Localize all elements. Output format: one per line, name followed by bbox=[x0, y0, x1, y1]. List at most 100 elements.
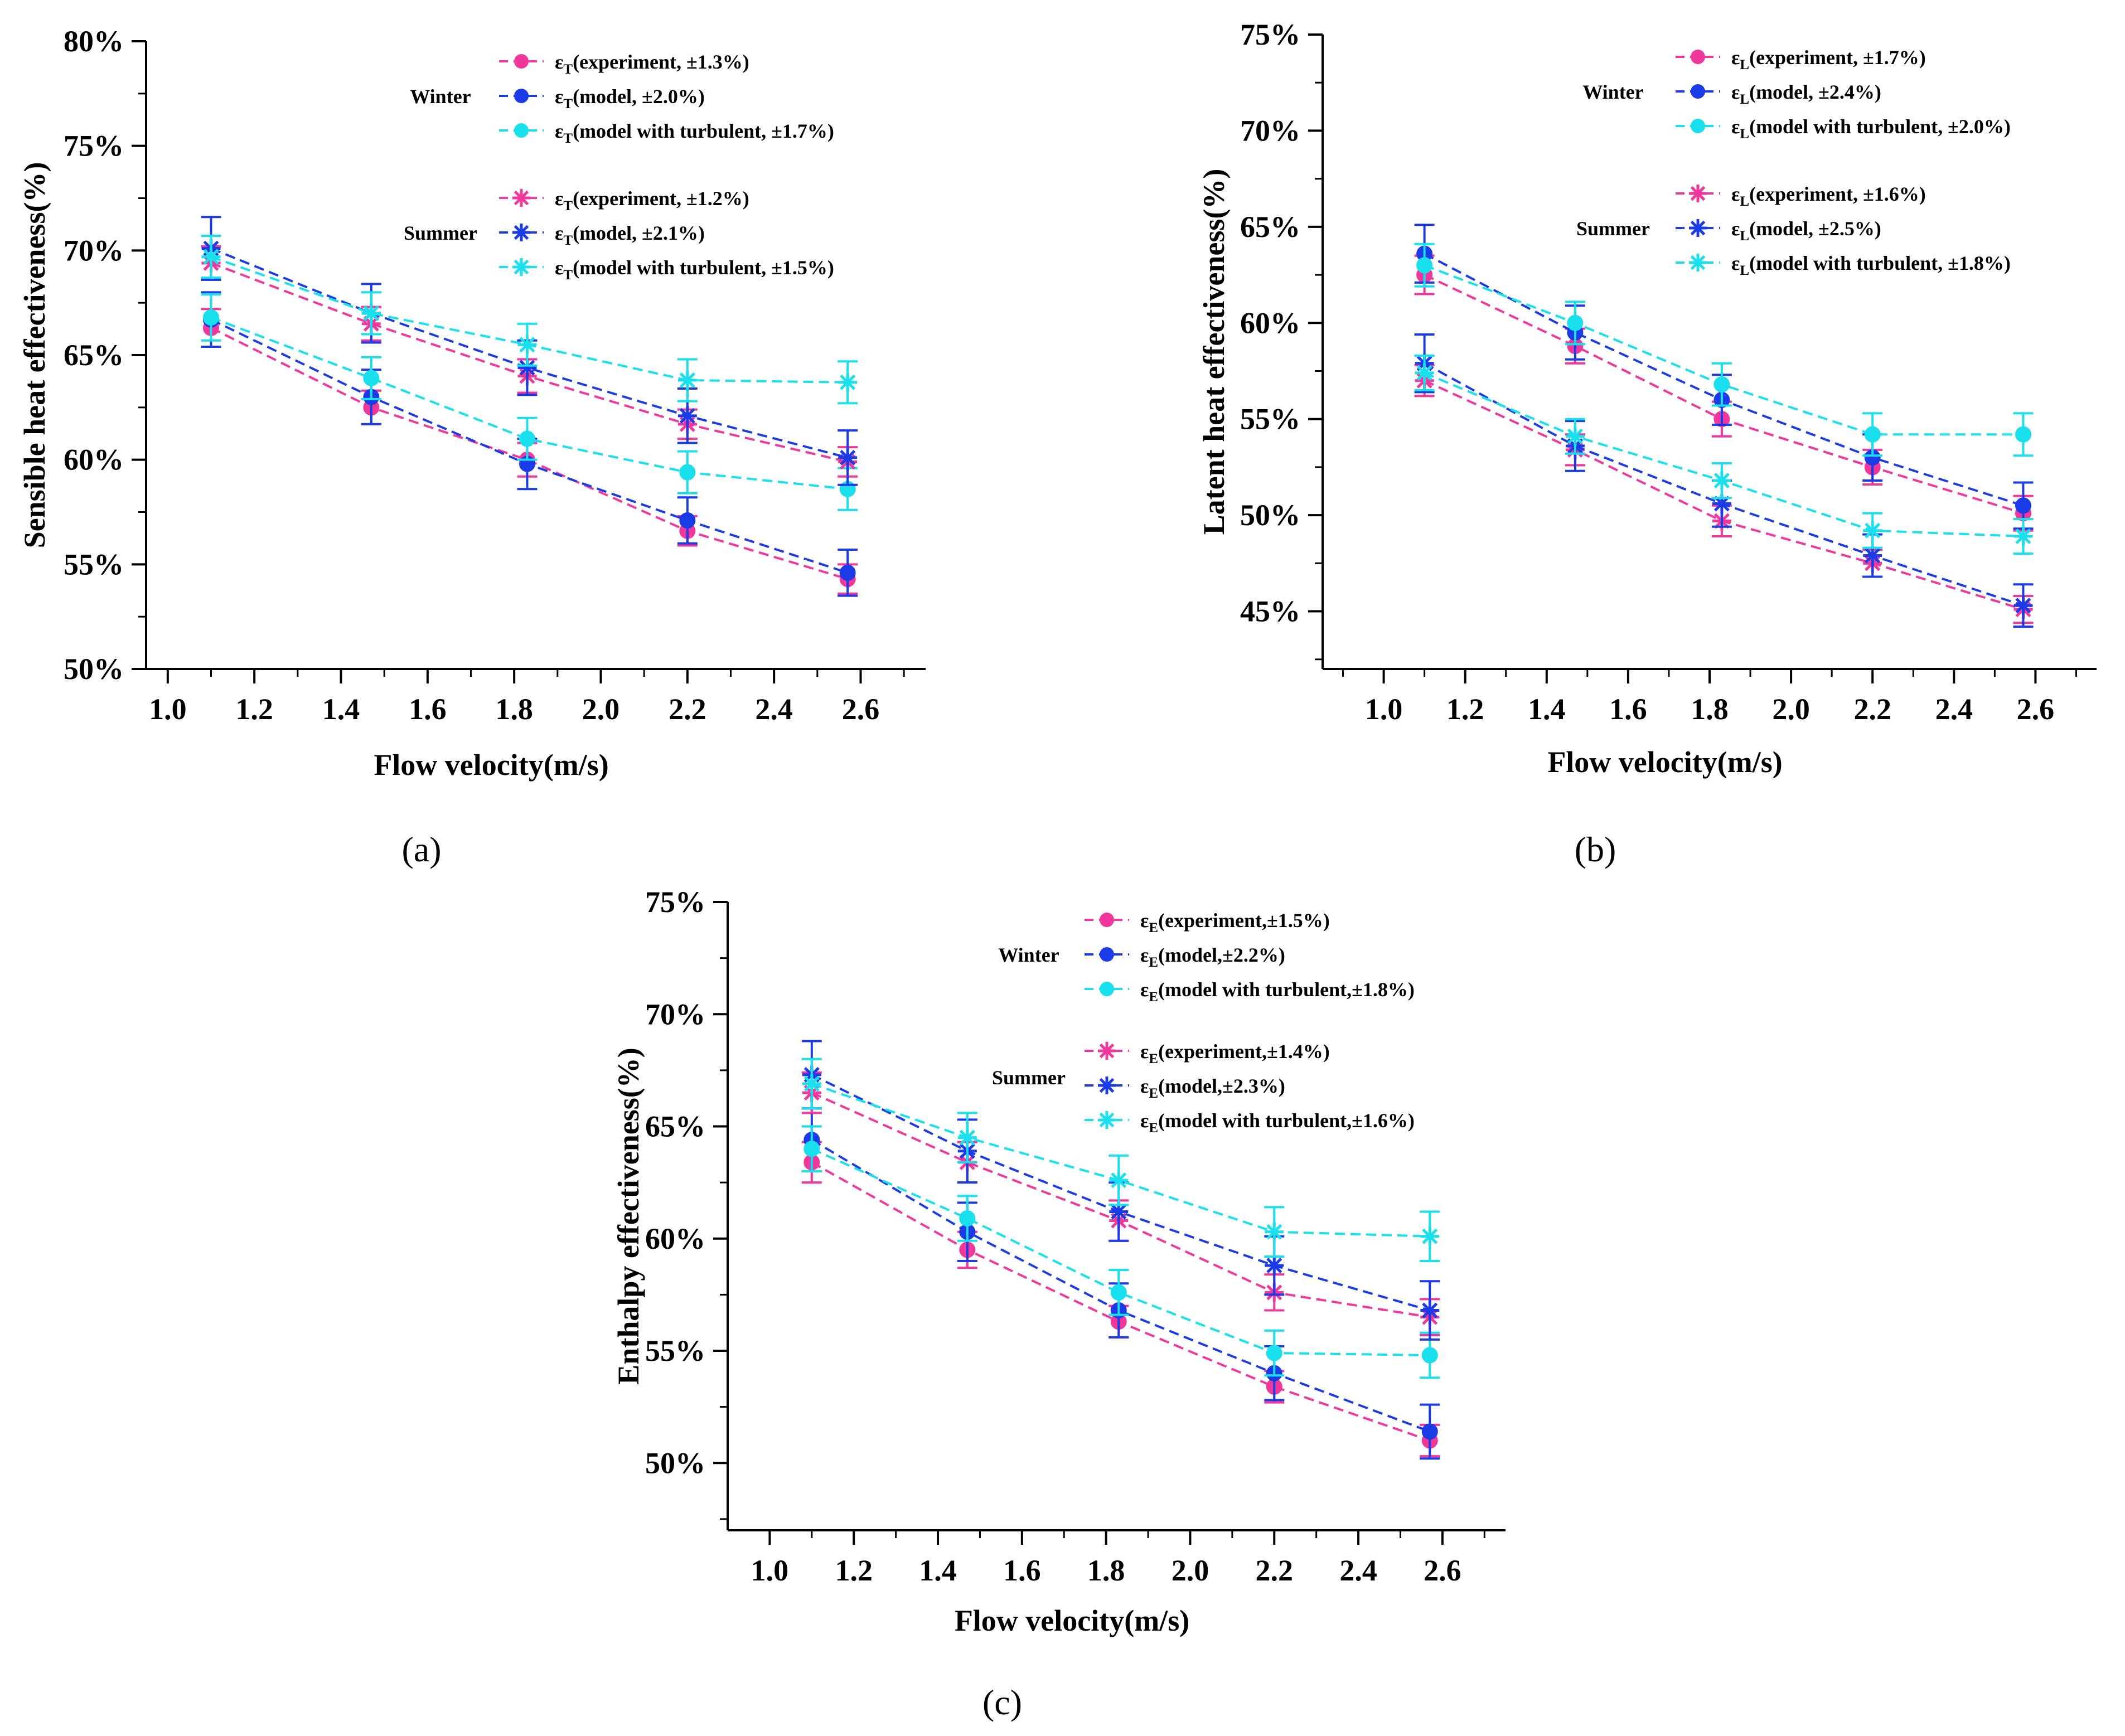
x-axis-label: Flow velocity(m/s) bbox=[374, 748, 608, 782]
asterisk-stroke bbox=[1690, 220, 1706, 236]
series-summer-turbulent bbox=[801, 1058, 1440, 1262]
legend-label: εL(experiment, ±1.6%) bbox=[1731, 183, 1926, 209]
x-tick-label: 1.4 bbox=[322, 692, 360, 726]
asterisk-stroke bbox=[1422, 1302, 1438, 1318]
legend-label: εE(model with turbulent,±1.8%) bbox=[1140, 978, 1415, 1005]
series-summer-turbulent bbox=[201, 235, 858, 405]
data-point bbox=[838, 372, 858, 392]
y-axis-label: Sensible heat effectiveness(%) bbox=[18, 162, 51, 549]
asterisk-stroke bbox=[1099, 1043, 1115, 1059]
asterisk-stroke bbox=[1111, 1172, 1127, 1189]
legend-entry: εE(experiment,±1.4%) bbox=[1085, 1040, 1330, 1066]
series-winter-model bbox=[801, 1107, 1440, 1460]
legend-marker bbox=[1098, 1076, 1116, 1094]
asterisk-stroke bbox=[514, 190, 529, 206]
legend-entry: εE(model,±2.3%) bbox=[1085, 1075, 1285, 1101]
legend-label: εL(experiment, ±1.7%) bbox=[1731, 46, 1926, 72]
data-point bbox=[679, 512, 696, 529]
data-point bbox=[2015, 426, 2032, 443]
asterisk-stroke bbox=[514, 259, 529, 275]
legend-label: εE(model with turbulent,±1.6%) bbox=[1140, 1109, 1415, 1136]
x-tick-label: 2.0 bbox=[1772, 692, 1810, 726]
legend-label: εE(model,±2.2%) bbox=[1140, 944, 1285, 970]
legend-label: εE(experiment,±1.4%) bbox=[1140, 1040, 1330, 1066]
chart-panel-1: 1.0 1.2 1.4 1.6 1.8 2.0 2.2 2.4 2.6 50% 55% 60% 65% 7… bbox=[18, 25, 926, 869]
x-tick-label: 1.0 bbox=[751, 1554, 789, 1587]
y-tick-label: 50% bbox=[64, 652, 124, 686]
season-label-summer: Summer bbox=[404, 222, 477, 244]
data-point bbox=[203, 309, 219, 326]
data-point bbox=[363, 370, 380, 386]
series-line bbox=[210, 316, 848, 491]
legend-marker bbox=[512, 189, 530, 207]
asterisk-stroke bbox=[1111, 1204, 1127, 1220]
y-tick-label: 60% bbox=[1240, 306, 1300, 340]
asterisk-stroke bbox=[1266, 1224, 1282, 1240]
data-point bbox=[802, 1074, 821, 1094]
x-tick-label: 2.4 bbox=[1339, 1554, 1377, 1587]
y-tick-label: 50% bbox=[1240, 498, 1300, 532]
x-tick-label: 2.6 bbox=[842, 692, 880, 726]
asterisk-stroke bbox=[519, 360, 535, 376]
y-tick-label: 55% bbox=[1240, 403, 1300, 436]
y-tick-label: 65% bbox=[1240, 210, 1300, 244]
x-tick-label: 2.4 bbox=[755, 692, 793, 726]
x-tick-label: 1.8 bbox=[1691, 692, 1729, 726]
legend-marker bbox=[1098, 1111, 1116, 1129]
legend-marker bbox=[1100, 982, 1114, 996]
data-point bbox=[1864, 426, 1881, 443]
legend-entry: εE(model with turbulent,±1.6%) bbox=[1085, 1109, 1415, 1136]
y-tick-label: 45% bbox=[1240, 595, 1300, 628]
x-tick-label: 1.8 bbox=[1087, 1554, 1125, 1587]
data-point bbox=[1266, 1345, 1282, 1361]
x-tick-label: 1.0 bbox=[1365, 692, 1403, 726]
asterisk-stroke bbox=[1422, 1228, 1438, 1244]
legend-marker bbox=[1689, 254, 1707, 271]
asterisk-stroke bbox=[679, 408, 695, 424]
asterisk-stroke bbox=[514, 225, 529, 240]
y-tick-label: 65% bbox=[645, 1110, 705, 1143]
legend-marker bbox=[1100, 913, 1114, 927]
asterisk-stroke bbox=[519, 337, 535, 353]
y-tick-label: 55% bbox=[64, 547, 124, 581]
series-line bbox=[811, 1147, 1430, 1357]
data-point bbox=[1567, 314, 1584, 331]
data-point bbox=[361, 303, 381, 323]
legend-label: εT(experiment, ±1.3%) bbox=[555, 51, 749, 77]
legend-entry: εL(model with turbulent, ±1.8%) bbox=[1676, 252, 2011, 278]
legend-marker bbox=[512, 224, 530, 241]
asterisk-stroke bbox=[1865, 522, 1881, 539]
x-tick-label: 1.2 bbox=[235, 692, 273, 726]
legend-label: εE(model,±2.3%) bbox=[1140, 1075, 1285, 1101]
chart-panel-2: 1.0 1.2 1.4 1.6 1.8 2.0 2.2 2.4 2.6 45% 50% 55% 60% 6… bbox=[1197, 18, 2097, 869]
series-winter-turbulent bbox=[201, 293, 858, 511]
legend-entry: εE(experiment,±1.5%) bbox=[1085, 909, 1330, 935]
y-tick-label: 75% bbox=[1240, 18, 1300, 51]
season-label-summer: Summer bbox=[992, 1066, 1066, 1089]
asterisk-stroke bbox=[1099, 1078, 1115, 1093]
asterisk-stroke bbox=[959, 1129, 975, 1146]
y-tick-label: 75% bbox=[645, 885, 705, 919]
legend-entry: εE(model,±2.2%) bbox=[1085, 944, 1285, 970]
x-tick-label: 1.8 bbox=[495, 692, 533, 726]
x-tick-label: 1.6 bbox=[1609, 692, 1647, 726]
data-point bbox=[1420, 1301, 1440, 1320]
legend-marker bbox=[1691, 119, 1705, 133]
y-tick-label: 55% bbox=[645, 1334, 705, 1368]
y-tick-label: 65% bbox=[64, 338, 124, 372]
data-point bbox=[677, 371, 697, 390]
series-line bbox=[1424, 264, 2024, 436]
y-tick-label: 60% bbox=[645, 1222, 705, 1255]
x-axis-label: Flow velocity(m/s) bbox=[1547, 745, 1782, 779]
x-tick-label: 2.4 bbox=[1935, 692, 1973, 726]
panel-label: (c) bbox=[982, 1682, 1022, 1722]
season-label-summer: Summer bbox=[1576, 217, 1650, 240]
x-tick-label: 1.0 bbox=[149, 692, 187, 726]
legend-label: εL(model, ±2.4%) bbox=[1731, 81, 1881, 107]
legend-entry: εE(model with turbulent,±1.8%) bbox=[1085, 978, 1415, 1005]
asterisk-stroke bbox=[803, 1076, 820, 1092]
asterisk-stroke bbox=[1865, 547, 1881, 564]
data-point bbox=[1415, 363, 1434, 382]
series-line bbox=[210, 327, 848, 580]
